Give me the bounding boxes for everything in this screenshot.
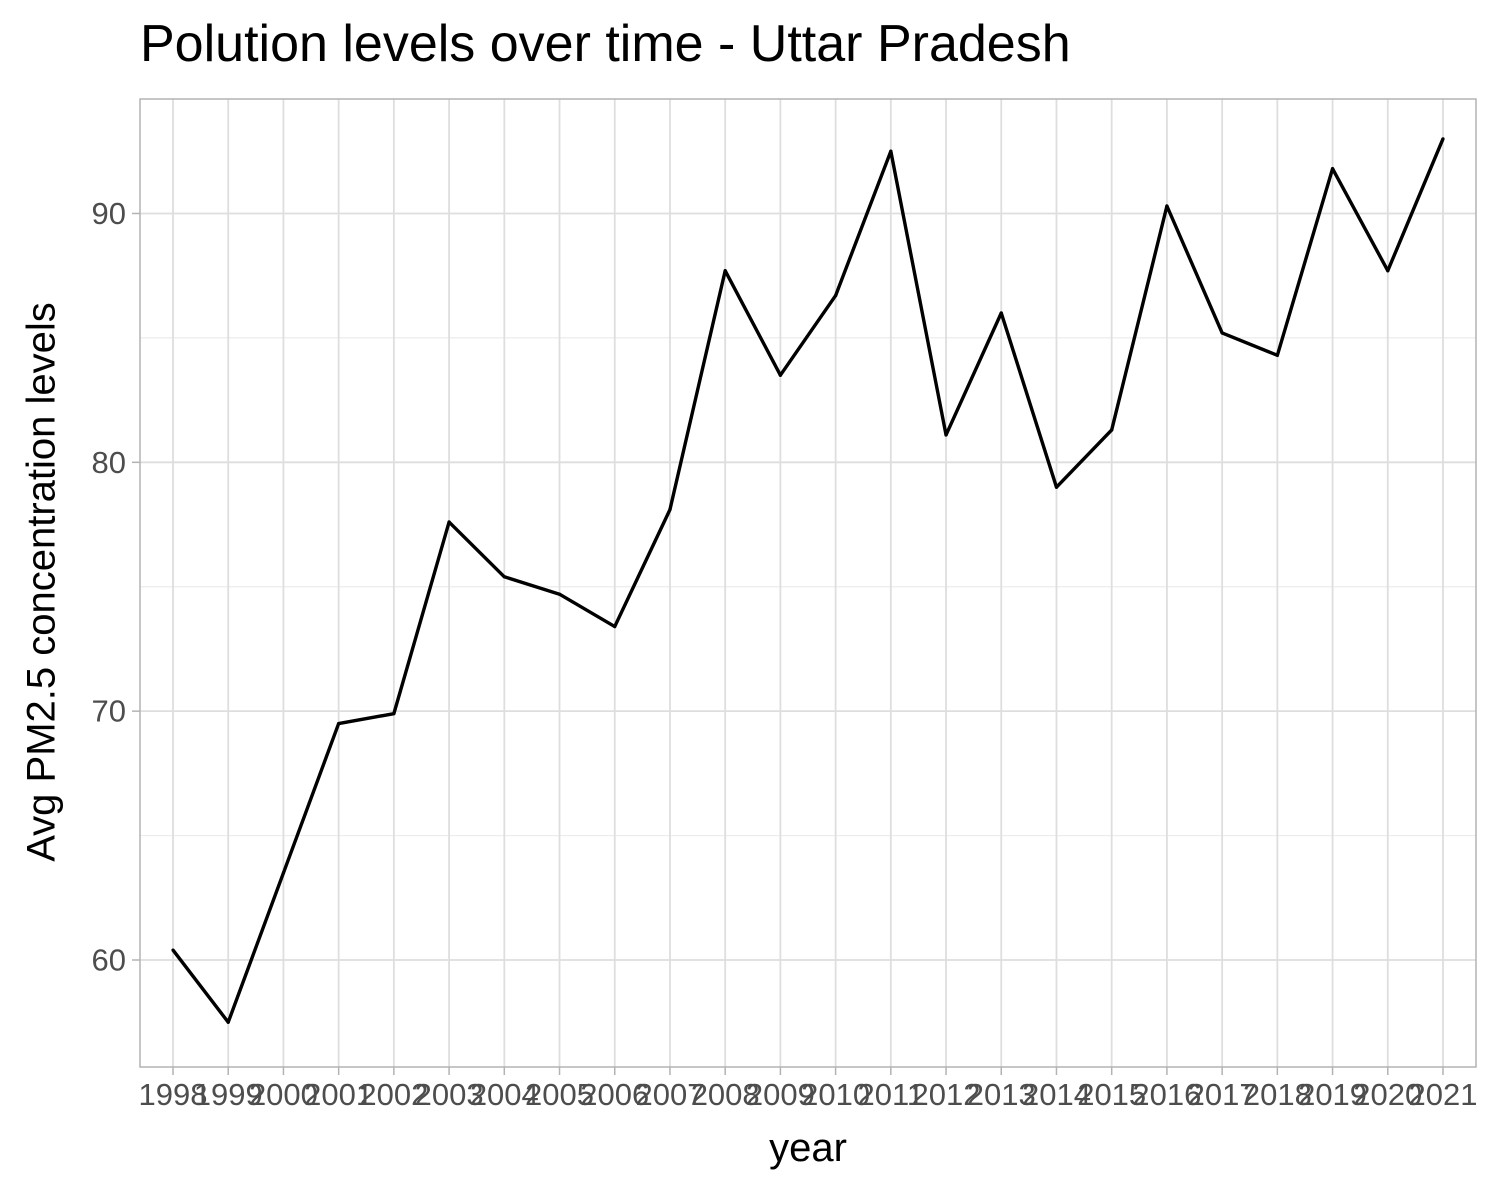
x-tick-label: 2013 (967, 1077, 1036, 1112)
data-point (1110, 428, 1114, 432)
x-tick-label: 2021 (1409, 1077, 1478, 1112)
data-point (1165, 204, 1169, 208)
data-point (668, 507, 672, 512)
data-point (226, 1020, 230, 1024)
data-point (1441, 137, 1445, 141)
x-tick-label: 2009 (746, 1077, 815, 1112)
y-tick-label: 80 (92, 445, 126, 480)
plot-panel-background (140, 99, 1476, 1067)
x-axis-title: year (769, 1126, 847, 1170)
data-point (1330, 167, 1335, 171)
x-tick-label: 2001 (304, 1077, 373, 1112)
x-tick-label: 2006 (580, 1077, 649, 1112)
y-axis-title: Avg PM2.5 concentration levels (19, 302, 64, 862)
data-point (392, 712, 396, 716)
data-point (778, 373, 782, 377)
x-tick-label: 2015 (1077, 1077, 1146, 1112)
y-axis: 60 70 80 90 (92, 196, 140, 977)
data-point (171, 948, 175, 952)
x-tick-label: 2011 (857, 1077, 924, 1112)
x-tick-label: 2019 (1298, 1077, 1367, 1112)
data-point (337, 721, 341, 726)
chart-title: Polution levels over time - Uttar Prades… (140, 15, 1071, 73)
series-line (171, 138, 1445, 1024)
y-tick-label: 60 (92, 942, 126, 977)
data-point (1275, 353, 1279, 357)
x-tick-label: 2003 (415, 1077, 484, 1112)
data-point (447, 520, 451, 524)
data-point (944, 433, 948, 437)
data-point (834, 293, 838, 298)
data-point (281, 871, 286, 875)
data-point (999, 311, 1003, 315)
data-point (1220, 331, 1224, 335)
data-point (1054, 485, 1059, 489)
x-tick-label: 2017 (1188, 1077, 1257, 1112)
x-axis: 1998199920002001200220032004200520062007… (139, 1067, 1478, 1112)
plot-panel-border (139, 98, 1477, 1068)
data-point (613, 624, 617, 629)
x-tick-label: 2008 (691, 1077, 760, 1112)
x-tick-label: 2007 (635, 1077, 704, 1112)
x-tick-label: 2005 (525, 1077, 594, 1112)
data-point (889, 149, 893, 153)
major-gridlines (140, 99, 1476, 1067)
x-tick-label: 1998 (139, 1077, 208, 1112)
data-point (1386, 269, 1390, 273)
data-point (502, 575, 506, 579)
x-tick-label: 2002 (359, 1077, 428, 1112)
data-point (723, 269, 727, 273)
y-tick-label: 90 (92, 196, 126, 231)
x-tick-label: 2016 (1132, 1077, 1201, 1112)
data-point (557, 592, 562, 596)
x-tick-label: 2000 (249, 1077, 318, 1112)
x-tick-label: 1999 (194, 1077, 263, 1112)
x-tick-label: 2018 (1243, 1077, 1312, 1112)
x-tick-label: 2020 (1353, 1077, 1422, 1112)
series-layer (171, 137, 1445, 1024)
x-tick-label: 2010 (801, 1077, 870, 1112)
y-tick-label: 70 (92, 694, 126, 729)
x-tick-label: 2012 (912, 1077, 981, 1112)
x-tick-label: 2014 (1022, 1077, 1091, 1112)
x-tick-label: 2004 (470, 1077, 539, 1112)
